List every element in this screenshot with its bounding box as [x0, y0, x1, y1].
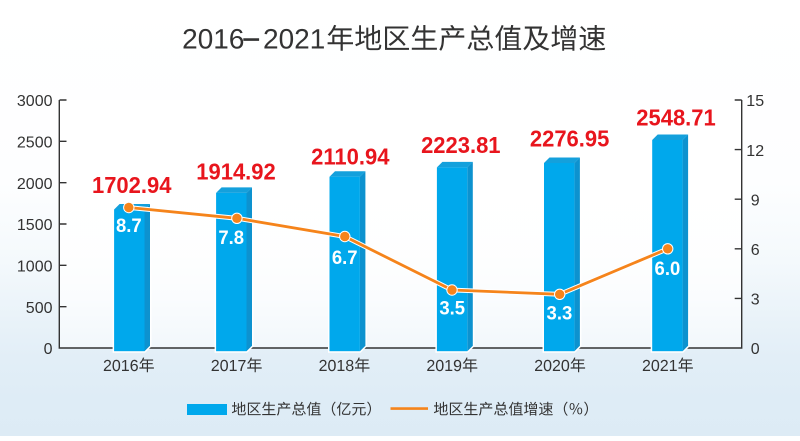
svg-text:1500: 1500 — [17, 217, 53, 234]
svg-text:1000: 1000 — [17, 259, 53, 276]
svg-text:9: 9 — [751, 192, 760, 209]
svg-text:1914.92: 1914.92 — [196, 158, 275, 185]
svg-text:500: 500 — [26, 300, 53, 317]
svg-text:0: 0 — [44, 341, 53, 358]
svg-text:2000: 2000 — [17, 176, 53, 193]
svg-text:8.7: 8.7 — [116, 215, 142, 237]
svg-text:0: 0 — [751, 341, 760, 358]
svg-text:2548.71: 2548.71 — [636, 104, 716, 131]
svg-text:2223.81: 2223.81 — [421, 131, 501, 158]
svg-text:6: 6 — [751, 242, 760, 259]
svg-text:3.5: 3.5 — [439, 298, 465, 320]
svg-text:1702.94: 1702.94 — [92, 171, 172, 198]
svg-text:3000: 3000 — [17, 93, 53, 110]
svg-text:6.7: 6.7 — [332, 247, 358, 269]
svg-text:3: 3 — [751, 292, 760, 309]
svg-text:3.3: 3.3 — [547, 303, 573, 325]
svg-text:7.8: 7.8 — [218, 227, 244, 249]
svg-text:2110.94: 2110.94 — [311, 143, 390, 170]
svg-text:2276.95: 2276.95 — [530, 125, 610, 152]
svg-text:12: 12 — [746, 143, 764, 160]
svg-text:15: 15 — [746, 93, 764, 110]
svg-text:2500: 2500 — [17, 135, 53, 152]
svg-text:6.0: 6.0 — [655, 258, 681, 280]
